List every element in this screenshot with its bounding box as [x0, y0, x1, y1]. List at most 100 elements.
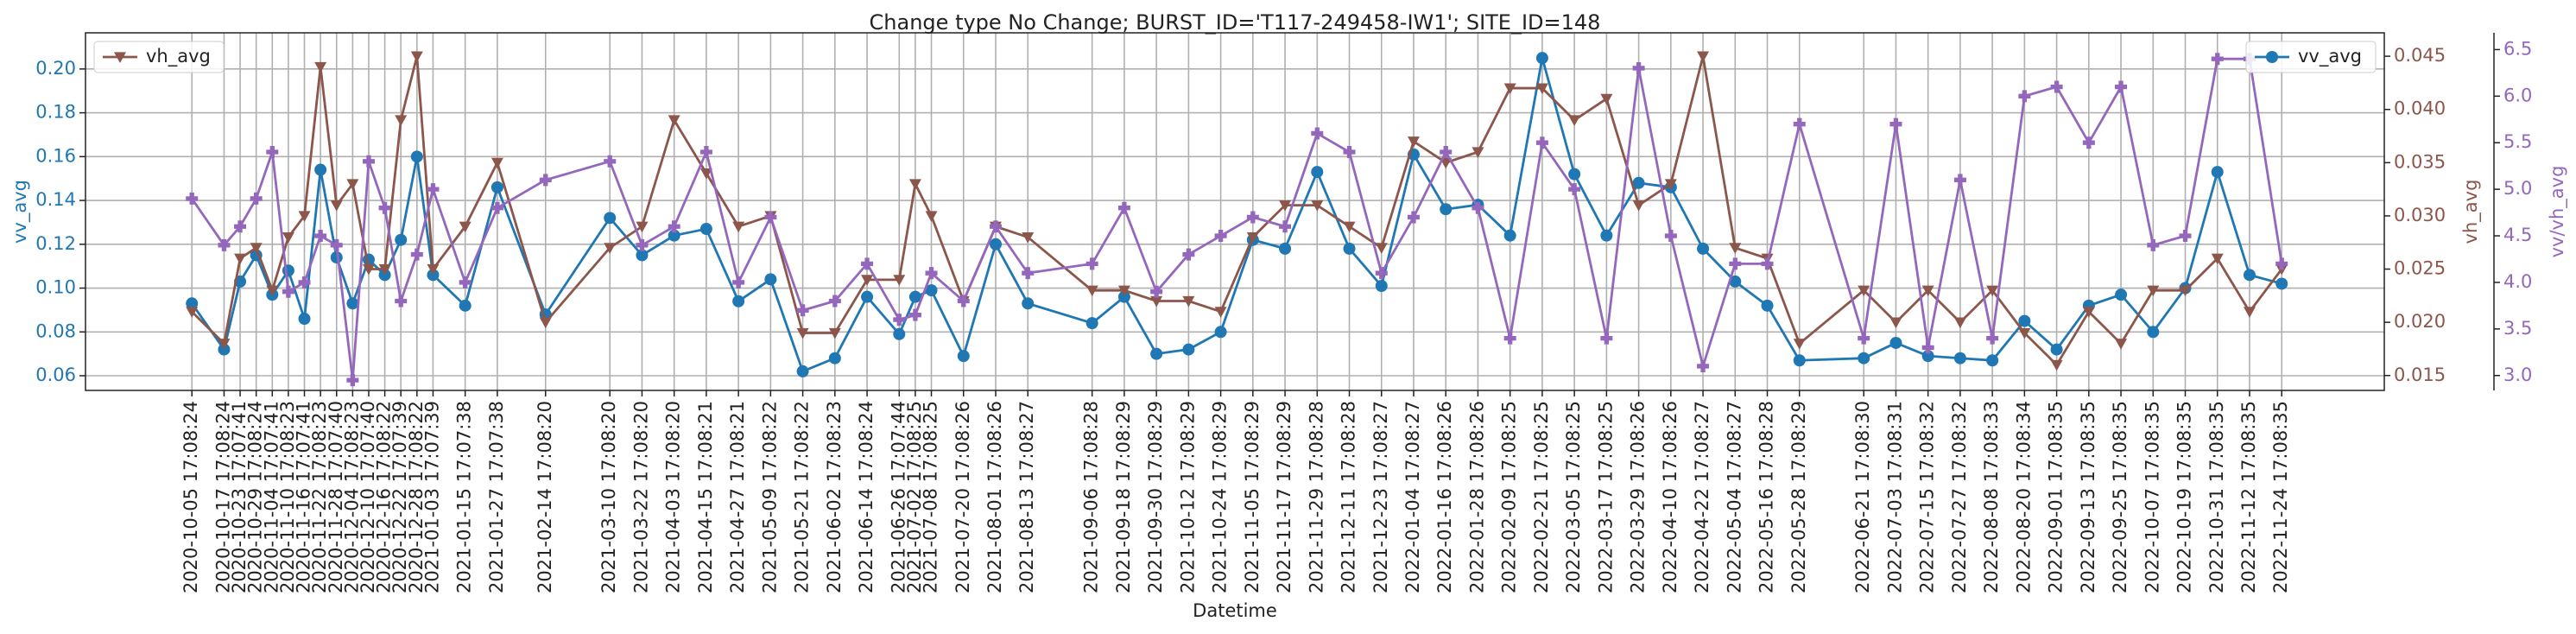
y3-axis-label: vv/vh_avg — [2547, 166, 2568, 258]
data-point — [1953, 352, 1966, 365]
data-point — [861, 275, 874, 286]
x-tick-label: 2022-04-22 17:08:27 — [1692, 401, 1712, 593]
data-point — [1697, 359, 1710, 372]
data-point — [861, 290, 874, 303]
data-point — [346, 297, 359, 310]
data-point — [1503, 229, 1516, 242]
data-point — [1729, 257, 1742, 270]
data-point — [636, 221, 649, 233]
x-tick-label: 2021-10-24 17:08:29 — [1210, 401, 1231, 593]
legend-marker — [2266, 51, 2278, 63]
x-tick-label: 2022-03-05 17:08:25 — [1563, 401, 1584, 593]
data-point — [957, 295, 970, 307]
data-point — [2018, 90, 2031, 103]
y3-tick-label: 5.0 — [2503, 178, 2532, 199]
data-point — [1150, 285, 1163, 298]
y-axis-label: vv_avg — [9, 180, 31, 244]
x-tick-label: 2020-12-04 17:08:23 — [341, 401, 362, 593]
data-point — [2115, 80, 2128, 93]
y-tick-label: 0.06 — [35, 365, 76, 385]
data-point — [699, 168, 712, 180]
data-point — [1858, 352, 1870, 365]
data-point — [764, 273, 777, 286]
x-tick-label: 2022-11-24 17:08:35 — [2270, 401, 2291, 593]
data-point — [908, 290, 921, 303]
data-point — [395, 233, 408, 246]
x-tick-label: 2020-11-22 17:08:23 — [309, 401, 330, 593]
x-tick-label: 2021-06-02 17:08:23 — [824, 401, 845, 593]
y-tick-label: 0.10 — [35, 277, 76, 298]
x-tick-label: 2020-12-16 17:08:22 — [374, 401, 395, 593]
y3-tick-label: 6.5 — [2503, 38, 2532, 59]
data-point — [459, 221, 472, 233]
data-point — [330, 200, 343, 212]
x-axis-label: Datetime — [1193, 600, 1277, 621]
x-tick-label: 2022-07-03 17:08:31 — [1884, 401, 1905, 593]
data-point — [1793, 339, 1806, 350]
data-point — [298, 211, 311, 222]
data-point — [828, 352, 841, 365]
y3-tick-label: 6.0 — [2503, 85, 2532, 105]
data-point — [1503, 332, 1516, 345]
legend-box — [2245, 41, 2377, 73]
x-tick-label: 2022-03-17 17:08:25 — [1595, 401, 1616, 593]
y-tick-label: 0.20 — [35, 58, 76, 79]
x-tick-label: 2020-11-28 17:07:40 — [326, 401, 346, 593]
data-point — [2179, 285, 2192, 297]
data-point — [908, 179, 921, 190]
data-point — [410, 248, 423, 261]
y2-tick-label: 0.015 — [2394, 365, 2446, 385]
data-point — [1407, 136, 1420, 148]
data-point — [1472, 147, 1484, 158]
data-point — [186, 192, 199, 205]
x-tick-label: 2020-12-22 17:07:39 — [389, 401, 410, 593]
x-tick-label: 2021-06-26 17:07:44 — [888, 401, 908, 593]
data-point — [218, 238, 231, 251]
data-point — [2147, 326, 2160, 339]
data-point — [1279, 242, 1292, 255]
x-tick-label: 2021-05-09 17:08:22 — [759, 401, 780, 593]
data-point — [908, 308, 921, 321]
data-point — [2211, 166, 2224, 179]
data-point — [1600, 332, 1613, 345]
data-point — [1632, 200, 1645, 212]
data-point — [314, 61, 327, 73]
data-point — [362, 263, 375, 276]
y-tick-label: 0.14 — [35, 189, 76, 210]
y2-axis-label: vh_avg — [2460, 180, 2482, 244]
data-point — [1986, 354, 1999, 367]
data-point — [1503, 83, 1516, 95]
data-point — [282, 264, 294, 277]
series-line — [191, 57, 2283, 381]
y-tick-label: 0.16 — [35, 145, 76, 166]
data-point — [989, 238, 1002, 250]
data-point — [234, 220, 247, 233]
data-point — [2275, 277, 2288, 290]
x-tick-label: 2021-06-14 17:08:24 — [856, 401, 877, 593]
data-point — [1117, 290, 1130, 303]
x-tick-label: 2022-10-31 17:08:35 — [2206, 401, 2227, 593]
plot-frame — [85, 32, 2385, 391]
data-point — [1632, 176, 1645, 189]
x-tick-label: 2022-01-16 17:08:26 — [1434, 401, 1455, 593]
x-tick-label: 2022-02-09 17:08:25 — [1499, 401, 1520, 593]
data-point — [1697, 242, 1710, 255]
data-point — [1440, 203, 1453, 216]
data-point — [314, 230, 327, 243]
x-tick-label: 2020-12-28 17:08:22 — [406, 401, 427, 593]
data-point — [1375, 267, 1388, 280]
x-tick-label: 2021-07-08 17:08:25 — [921, 401, 941, 593]
data-point — [1472, 201, 1484, 214]
x-tick-label: 2021-08-13 17:08:27 — [1016, 401, 1037, 593]
data-point — [491, 181, 503, 193]
x-tick-label: 2020-12-10 17:07:40 — [358, 401, 378, 593]
x-tick-label: 2022-09-01 17:08:35 — [2046, 401, 2066, 593]
x-tick-label: 2021-04-27 17:08:21 — [727, 401, 748, 593]
x-tick-label: 2022-04-10 17:08:26 — [1660, 401, 1680, 593]
data-point — [828, 327, 841, 339]
data-point — [796, 365, 809, 377]
data-point — [1407, 211, 1420, 224]
data-point — [2211, 253, 2224, 265]
data-point — [1953, 317, 1966, 329]
